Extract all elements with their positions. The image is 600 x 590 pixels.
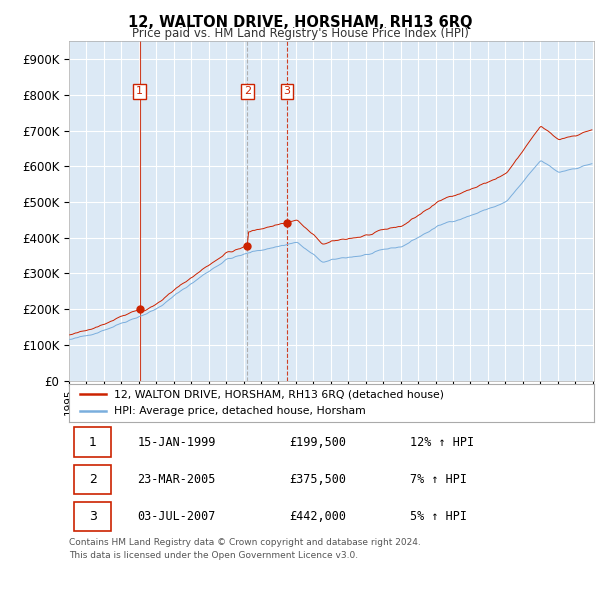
Text: £442,000: £442,000	[290, 510, 347, 523]
FancyBboxPatch shape	[74, 502, 111, 532]
Text: 12% ↑ HPI: 12% ↑ HPI	[410, 435, 475, 449]
Text: 1: 1	[136, 86, 143, 96]
Text: 03-JUL-2007: 03-JUL-2007	[137, 510, 215, 523]
Text: 3: 3	[284, 86, 290, 96]
Text: 7% ↑ HPI: 7% ↑ HPI	[410, 473, 467, 486]
Text: 3: 3	[89, 510, 97, 523]
Text: Contains HM Land Registry data © Crown copyright and database right 2024.: Contains HM Land Registry data © Crown c…	[69, 538, 421, 547]
FancyBboxPatch shape	[74, 464, 111, 494]
Text: 15-JAN-1999: 15-JAN-1999	[137, 435, 215, 449]
Text: 2: 2	[244, 86, 251, 96]
Text: 12, WALTON DRIVE, HORSHAM, RH13 6RQ: 12, WALTON DRIVE, HORSHAM, RH13 6RQ	[128, 15, 472, 30]
Text: Price paid vs. HM Land Registry's House Price Index (HPI): Price paid vs. HM Land Registry's House …	[131, 27, 469, 40]
Text: 12, WALTON DRIVE, HORSHAM, RH13 6RQ (detached house): 12, WALTON DRIVE, HORSHAM, RH13 6RQ (det…	[113, 389, 443, 399]
Text: 1: 1	[89, 435, 97, 449]
Text: 5% ↑ HPI: 5% ↑ HPI	[410, 510, 467, 523]
Text: 23-MAR-2005: 23-MAR-2005	[137, 473, 215, 486]
Text: £375,500: £375,500	[290, 473, 347, 486]
FancyBboxPatch shape	[74, 427, 111, 457]
Text: £199,500: £199,500	[290, 435, 347, 449]
Text: 2: 2	[89, 473, 97, 486]
Text: HPI: Average price, detached house, Horsham: HPI: Average price, detached house, Hors…	[113, 406, 365, 416]
Text: This data is licensed under the Open Government Licence v3.0.: This data is licensed under the Open Gov…	[69, 551, 358, 560]
